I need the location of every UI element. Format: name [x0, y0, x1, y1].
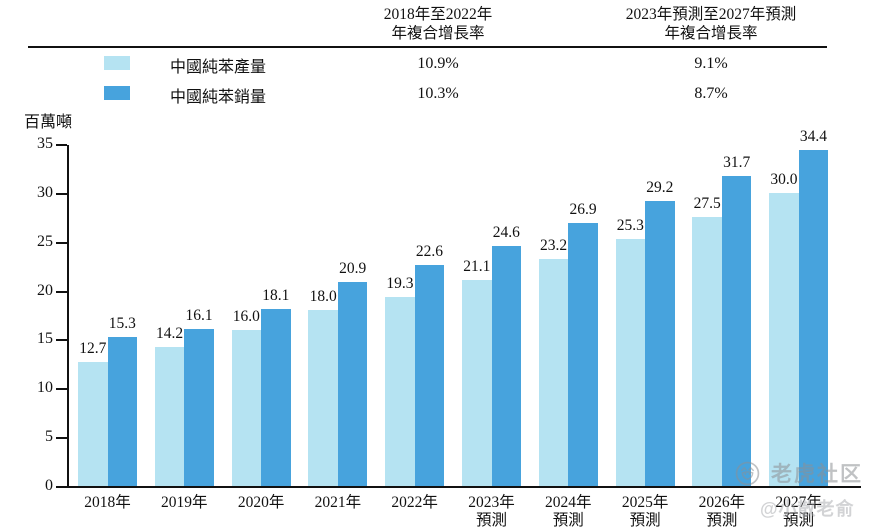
y-tick [56, 388, 67, 391]
tiger-logo-icon [735, 461, 760, 485]
bar-value-sales: 34.4 [799, 127, 827, 145]
bar-value-production: 18.0 [309, 288, 337, 306]
cagr-header-line: 年複合增長率 [664, 25, 758, 42]
watermark-brand: 老虎社区 [735, 458, 863, 488]
y-axis-unit-label: 百萬噸 [24, 114, 73, 131]
y-axis-line [67, 145, 69, 487]
cagr-header-line: 年複合增長率 [391, 25, 485, 42]
bar-value-production: 14.2 [155, 325, 184, 343]
y-tick-label: 0 [45, 477, 53, 494]
bar-sales [491, 245, 521, 486]
header-divider [28, 46, 827, 48]
bar-value-production: 30.0 [770, 170, 798, 188]
bar-production [692, 217, 722, 486]
y-tick-label: 10 [37, 379, 53, 397]
cagr-header-2018-2022: 2018年至2022年 年複合增長率 [338, 5, 538, 43]
bar-value-production: 16.0 [232, 307, 260, 325]
x-axis-label: 2027年 預測 [775, 494, 822, 529]
legend-label-production: 中國純苯產量 [170, 59, 267, 76]
cagr-sales-2023-2027: 8.7% [694, 85, 728, 102]
y-tick-label: 20 [37, 281, 53, 299]
bar-value-sales: 20.9 [339, 259, 367, 277]
bar-value-production: 25.3 [616, 216, 644, 234]
bar-value-production: 27.5 [693, 195, 721, 213]
legend-swatch-sales [104, 86, 130, 100]
bar-sales [337, 281, 368, 486]
x-axis-label: 2026年 預測 [698, 494, 746, 529]
cagr-header-line: 2023年預測至2027年預測 [625, 6, 797, 23]
bar-production [308, 310, 338, 486]
bar-value-sales: 26.9 [569, 201, 597, 219]
y-tick [56, 339, 67, 342]
cagr-production-2018-2022: 10.9% [417, 55, 459, 72]
y-tick [56, 290, 67, 293]
bar-value-sales: 22.6 [415, 243, 443, 261]
watermark-brand-text: 老虎社区 [771, 463, 863, 486]
bar-value-production: 23.2 [539, 237, 568, 255]
x-axis-label: 2020年 [237, 494, 285, 511]
cagr-header-line: 2018年至2022年 [383, 6, 493, 23]
bar-production [385, 297, 415, 486]
legend-label-sales: 中國純苯銷量 [170, 89, 267, 106]
watermark-handle: @小散老俞 [760, 499, 855, 519]
bar-production [462, 279, 492, 486]
bar-production [231, 329, 262, 486]
y-tick [56, 192, 67, 195]
y-tick [56, 437, 67, 440]
bar-production [615, 238, 646, 486]
y-tick-label: 15 [37, 330, 53, 348]
bar-production [769, 192, 799, 486]
bar-sales [107, 336, 137, 486]
bar-value-production: 19.3 [386, 275, 414, 293]
x-axis-label: 2018年 [84, 494, 131, 511]
y-tick-label: 5 [45, 428, 53, 446]
x-axis-label: 2022年 [391, 494, 438, 511]
bar-value-sales: 24.6 [492, 223, 520, 241]
x-axis-label: 2024年 預測 [545, 494, 592, 529]
y-tick-label: 35 [37, 135, 53, 152]
bar-value-sales: 29.2 [646, 178, 674, 196]
bar-sales [184, 328, 214, 486]
y-tick [56, 144, 67, 146]
bar-production [78, 361, 108, 486]
legend-swatch-production [104, 56, 130, 70]
cagr-sales-2018-2022: 10.3% [417, 85, 459, 102]
x-axis-line [67, 486, 861, 488]
bar-value-production: 21.1 [463, 257, 491, 275]
x-axis-label: 2023年 預測 [468, 494, 515, 529]
plot-area: 0 5 10 15 20 25 30 35 12.7 15.3 2018年 14.2 16.1 2019年… [37, 128, 861, 529]
cagr-header-2023-2027: 2023年預測至2027年預測 年複合增長率 [586, 5, 836, 43]
y-tick [56, 486, 67, 488]
bar-value-sales: 16.1 [185, 306, 213, 324]
cagr-production-2023-2027: 9.1% [694, 55, 728, 72]
bar-production [154, 347, 185, 486]
bar-value-sales: 18.1 [262, 287, 290, 305]
bar-sales [414, 265, 445, 486]
bar-sales [798, 149, 829, 486]
y-tick [56, 241, 67, 244]
y-tick-label: 30 [37, 183, 53, 201]
bar-sales [261, 309, 291, 486]
bar-sales [645, 200, 675, 486]
x-axis-label: 2021年 [314, 494, 362, 511]
bar-value-sales: 31.7 [723, 154, 751, 172]
bar-value-sales: 15.3 [108, 314, 136, 332]
y-tick-label: 25 [37, 232, 53, 250]
bar-production [538, 259, 569, 486]
x-axis-label: 2025年 預測 [621, 494, 669, 529]
x-axis-label: 2019年 [161, 494, 208, 511]
bar-value-production: 12.7 [79, 339, 107, 357]
bar-sales [568, 223, 598, 486]
bar-sales [721, 176, 752, 486]
